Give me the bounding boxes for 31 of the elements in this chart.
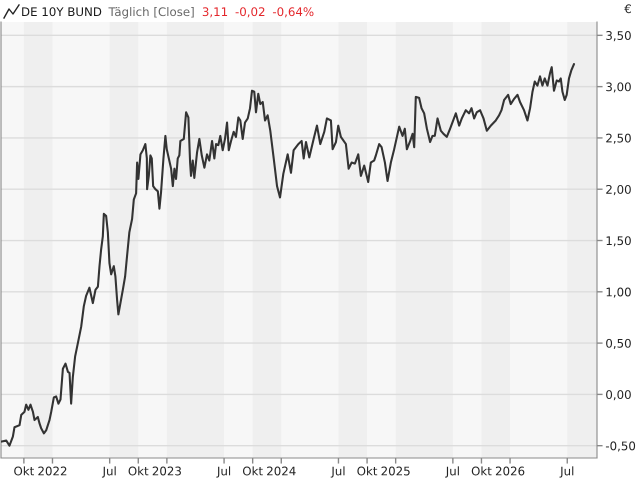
x-tick-label: 2024 <box>267 466 296 476</box>
text: 3,11 <box>202 7 228 18</box>
y-tick-label: 2,50 <box>606 134 631 144</box>
x-tick-label: 2023 <box>152 466 181 476</box>
y-tick-label: 2,00 <box>606 184 631 196</box>
y-tick-label: 0,00 <box>606 390 631 400</box>
y-axis-title: € <box>624 4 631 14</box>
x-tick-label: Jul <box>216 466 230 478</box>
x-tick-label: Okt <box>242 466 263 476</box>
y-tick-label: 1,00 <box>606 288 631 298</box>
x-tick-label: Okt <box>14 466 34 476</box>
x-tick-label: Jul <box>445 466 459 478</box>
x-tick-label: 2025 <box>382 466 410 476</box>
x-tick-label: Jul <box>560 466 574 478</box>
line-series <box>1 63 576 447</box>
y-tick-label: -0,50 <box>606 441 636 452</box>
x-tick-label: Okt <box>472 466 492 476</box>
x-tick-label: Okt <box>128 466 148 476</box>
chart-subtitle: Täglich [Close] <box>108 7 194 18</box>
x-tick-label: Jul <box>330 466 344 478</box>
x-tick-label: 2026 <box>496 466 524 476</box>
y-tick-label: 3,50 <box>606 31 631 42</box>
chart-title: DE 10Y BUND <box>22 7 102 16</box>
text: -0,64% <box>272 7 314 18</box>
x-tick-label: 2022 <box>38 466 66 476</box>
text: -0,02 <box>236 7 264 18</box>
y-tick-label: 0,50 <box>606 338 631 349</box>
x-tick-label: Jul <box>102 466 116 478</box>
y-tick-label: 3,00 <box>606 82 631 92</box>
y-tick-label: 1,50 <box>606 236 631 246</box>
x-tick-label: Okt <box>357 466 378 476</box>
